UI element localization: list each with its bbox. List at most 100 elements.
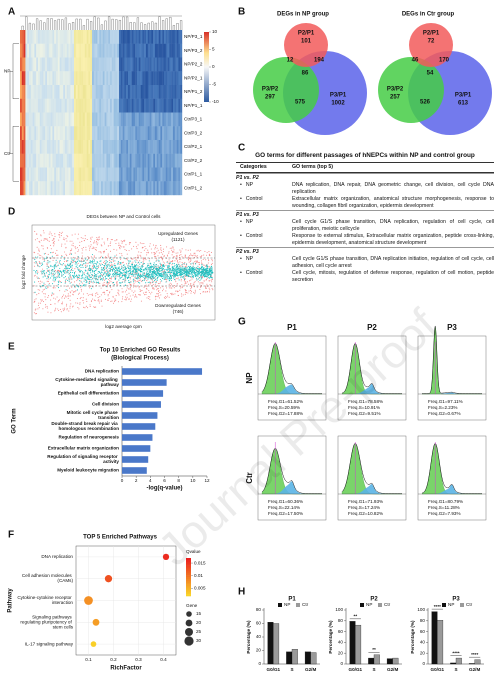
heatmap-texture	[146, 43, 148, 58]
scatter-texture	[72, 261, 74, 263]
scatter-texture	[180, 275, 182, 277]
scatter-texture	[134, 270, 136, 272]
scatter-texture	[173, 273, 176, 275]
scatter-texture	[168, 265, 170, 267]
scatter-texture	[134, 290, 136, 292]
scatter-texture	[117, 262, 119, 264]
heatmap-texture	[83, 153, 85, 168]
scatter-texture	[158, 276, 160, 278]
scatter-texture	[208, 287, 210, 289]
heatmap-texture	[27, 98, 30, 113]
scatter-texture	[195, 255, 197, 257]
heatmap-texture	[97, 57, 100, 72]
scatter-texture	[176, 283, 178, 285]
scatter-texture	[91, 254, 94, 256]
heatmap-texture	[72, 181, 75, 196]
heatmap-texture	[95, 98, 98, 113]
scatter-texture	[79, 244, 81, 247]
histogram-frame	[417, 335, 487, 421]
heatmap-texture	[29, 181, 31, 196]
scatter-texture	[177, 294, 180, 297]
scatter-texture	[141, 247, 143, 249]
region-count: 526	[420, 100, 431, 106]
scatter-texture	[207, 271, 209, 274]
heatmap-texture	[75, 181, 78, 196]
scatter-texture	[192, 275, 194, 277]
heatmap-texture	[21, 126, 24, 141]
freq-label: Freq.G2=10.82%	[348, 511, 383, 516]
heatmap-texture	[101, 112, 103, 127]
scatter-texture	[191, 271, 193, 273]
heatmap-texture	[173, 57, 175, 72]
scatter-texture	[71, 286, 73, 288]
heatmap-texture	[23, 30, 26, 44]
scatter-texture	[92, 271, 94, 273]
scatter-texture	[185, 266, 187, 268]
heatmap-texture	[77, 140, 80, 154]
scatter-texture	[98, 251, 100, 253]
heatmap-texture	[173, 181, 175, 196]
heatmap-texture	[84, 153, 87, 168]
scatter-texture	[138, 276, 140, 278]
scatter-texture	[147, 266, 149, 268]
scatter-texture	[159, 281, 161, 283]
scatter-texture	[175, 290, 177, 292]
scatter-texture	[150, 276, 152, 278]
heatmap-texture	[50, 98, 53, 113]
heatmap-texture	[30, 167, 33, 182]
heatmap-texture	[50, 181, 53, 196]
scatter-texture	[39, 266, 41, 268]
scatter-texture	[184, 278, 187, 280]
heatmap-texture	[137, 126, 139, 141]
scatter-texture	[181, 270, 183, 272]
heatmap-texture	[113, 167, 116, 182]
scatter-texture	[210, 263, 213, 266]
heatmap-texture	[138, 85, 141, 99]
scatter-texture	[43, 239, 45, 241]
scatter-texture	[157, 255, 159, 257]
heatmap-texture	[23, 140, 26, 154]
scatter-texture	[146, 280, 148, 282]
scatter-texture	[120, 246, 122, 248]
heatmap-texture	[48, 85, 51, 99]
scatter-texture	[121, 266, 123, 268]
scatter-texture	[56, 271, 58, 273]
row-label: NP	[245, 372, 254, 384]
scatter-texture	[180, 280, 182, 282]
region-count: 194	[314, 58, 325, 64]
scatter-texture	[166, 277, 168, 279]
scatter-texture	[189, 255, 191, 257]
scatter-texture	[138, 281, 140, 284]
heatmap-texture	[128, 126, 130, 141]
scatter-texture	[127, 266, 129, 268]
heatmap-texture	[111, 153, 114, 168]
scatter-texture	[85, 270, 87, 272]
scatter-texture	[66, 255, 68, 257]
histogram-outline	[341, 443, 402, 494]
heatmap-texture	[56, 153, 58, 168]
scatter-texture	[170, 276, 173, 278]
heatmap-texture	[180, 181, 183, 196]
scatter-texture	[82, 272, 84, 274]
heatmap-texture	[180, 112, 183, 127]
scatter-texture	[153, 266, 155, 268]
scatter-texture	[143, 259, 145, 261]
scatter-texture	[191, 285, 193, 287]
heatmap-texture	[74, 167, 76, 182]
heatmap-texture	[138, 43, 141, 58]
scatter-texture	[89, 267, 91, 270]
heatmap-texture	[41, 98, 44, 113]
heatmap-texture	[117, 30, 120, 44]
y-tick-label: Extracellular matrix organization	[48, 446, 119, 451]
scatter-texture	[48, 240, 50, 242]
scatter-texture	[64, 270, 66, 272]
scatter-texture	[116, 249, 118, 251]
scatter-texture	[180, 269, 182, 271]
scatter-texture	[105, 267, 108, 269]
scatter-texture	[40, 270, 42, 272]
scatter-texture	[206, 283, 208, 285]
scatter-texture	[146, 265, 149, 267]
scatter-texture	[94, 267, 96, 269]
heatmap-texture	[56, 181, 58, 196]
